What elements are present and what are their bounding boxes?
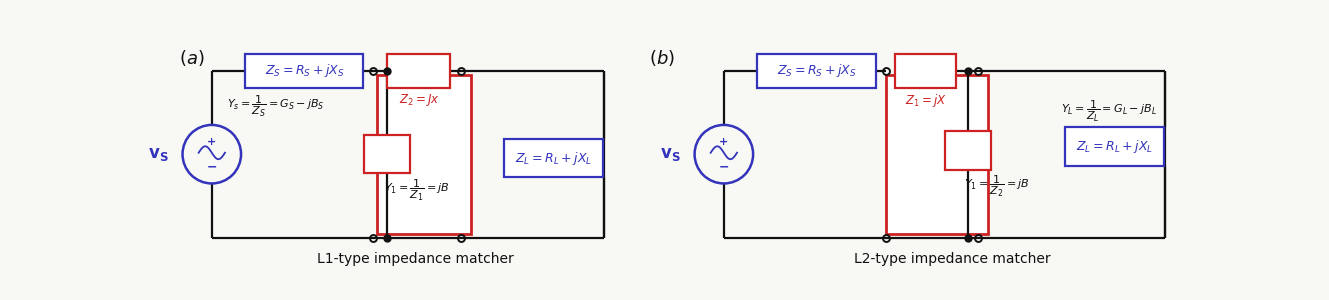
Bar [945,131,991,169]
Bar [894,54,957,88]
Text: $Z_S=R_S+jX_S$: $Z_S=R_S+jX_S$ [264,62,344,79]
Text: $Z_2$: $Z_2$ [958,141,977,160]
Text: $\mathbf{v}_\mathbf{S}$: $\mathbf{v}_\mathbf{S}$ [661,145,680,163]
Bar [387,54,451,88]
Text: $Z_L=R_L+jX_L$: $Z_L=R_L+jX_L$ [1075,138,1152,155]
Text: $Z_2$: $Z_2$ [409,61,428,80]
Text: $Z_1$: $Z_1$ [379,145,396,164]
Text: $Z_S=R_S+jX_S$: $Z_S=R_S+jX_S$ [776,62,856,79]
Bar [758,54,876,88]
Text: L1-type impedance matcher: L1-type impedance matcher [318,252,514,266]
Text: $Z_1$: $Z_1$ [916,61,934,80]
Text: $Z_L=R_L+jX_L$: $Z_L=R_L+jX_L$ [516,149,593,167]
Text: $Y_1=\dfrac{1}{Z_2}=jB$: $Y_1=\dfrac{1}{Z_2}=jB$ [964,174,1030,200]
Text: L2-type impedance matcher: L2-type impedance matcher [853,252,1050,266]
Text: +: + [719,137,728,147]
Bar [364,135,411,173]
Text: +: + [207,137,217,147]
Bar [885,74,987,234]
Bar [377,74,472,234]
Text: −: − [719,161,730,174]
Text: $Z_2=Jx$: $Z_2=Jx$ [399,92,440,108]
Text: $Y_1=\dfrac{1}{Z_1}=jB$: $Y_1=\dfrac{1}{Z_1}=jB$ [384,178,449,203]
Text: −: − [206,161,217,174]
Bar [505,139,603,177]
Bar [245,54,364,88]
Text: $Z_1=jX$: $Z_1=jX$ [905,92,946,109]
Bar [1065,127,1163,166]
Text: $(b)$: $(b)$ [649,47,675,68]
Text: $(a)$: $(a)$ [178,47,205,68]
Text: $\mathbf{v}_\mathbf{S}$: $\mathbf{v}_\mathbf{S}$ [148,145,169,163]
Text: $Y_L=\dfrac{1}{Z_L}=G_L-jB_L$: $Y_L=\dfrac{1}{Z_L}=G_L-jB_L$ [1061,99,1158,124]
Text: $Y_s=\dfrac{1}{Z_S}=G_S-jB_S$: $Y_s=\dfrac{1}{Z_S}=G_S-jB_S$ [227,94,324,119]
